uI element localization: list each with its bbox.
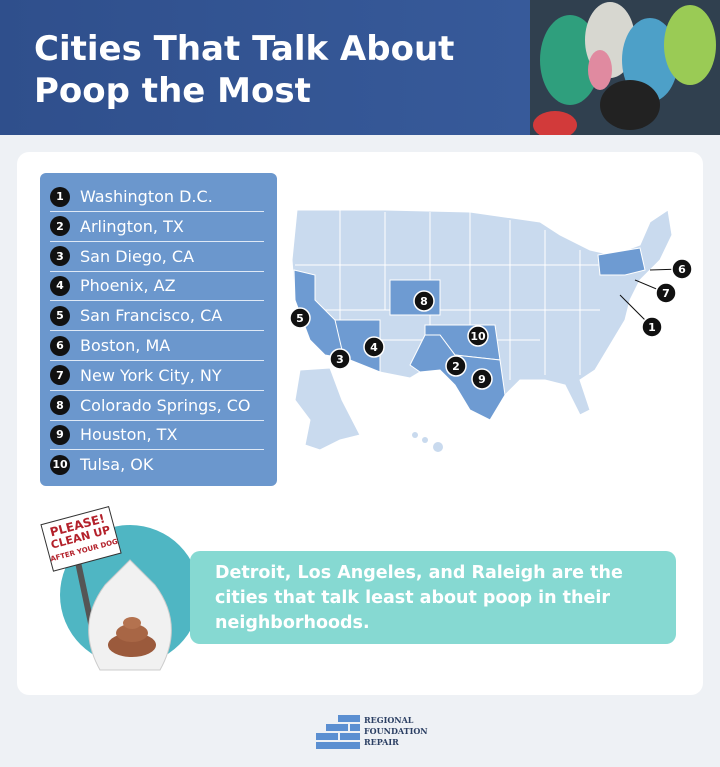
- map-marker-label: 8: [420, 295, 428, 308]
- city-name: San Diego, CA: [80, 246, 195, 266]
- city-name: Arlington, TX: [80, 216, 184, 236]
- map-marker-label: 6: [678, 263, 686, 276]
- list-row: 2 Arlington, TX: [50, 212, 264, 242]
- callout-text: Detroit, Los Angeles, and Raleigh are th…: [215, 563, 623, 633]
- rank-badge: 9: [50, 424, 70, 445]
- us-map: 1 2 3 4 5 67 8 9 10: [289, 209, 693, 452]
- rank-badge: 2: [50, 216, 70, 237]
- logo-text: REGIONAL FOUNDATION REPAIR: [364, 715, 428, 748]
- map-marker: [471, 368, 493, 390]
- title: Cities That Talk About Poop the Most: [34, 29, 455, 111]
- list-row: 9 Houston, TX: [50, 420, 264, 451]
- map-marker-label: 9: [478, 373, 486, 386]
- rank-badge: 7: [50, 365, 70, 386]
- city-name: New York City, NY: [80, 365, 222, 385]
- logo-line: REGIONAL: [364, 715, 414, 725]
- list-row: 1 Washington D.C.: [50, 182, 264, 212]
- rank-badge: 3: [50, 246, 70, 267]
- map-marker-label: 2: [452, 360, 460, 373]
- logo-line: REPAIR: [364, 737, 399, 747]
- map-marker-label: 5: [296, 312, 304, 325]
- rank-badge: 4: [50, 275, 70, 296]
- city-name: San Francisco, CA: [80, 306, 223, 326]
- city-name: Boston, MA: [80, 336, 171, 355]
- map-marker: [413, 290, 435, 312]
- map-marker: [329, 348, 351, 370]
- list-row: 3 San Diego, CA: [50, 242, 264, 272]
- map-marker: [289, 307, 311, 329]
- map-marker: [671, 258, 693, 280]
- map-marker-label: 1: [648, 321, 656, 334]
- city-name: Tulsa, OK: [80, 455, 154, 475]
- hawaii: [412, 432, 443, 452]
- list-row: 10 Tulsa, OK: [50, 450, 264, 479]
- rank-badge: 5: [50, 305, 70, 326]
- map-marker-label: 7: [662, 287, 670, 300]
- city-name: Phoenix, AZ: [80, 276, 176, 296]
- map-marker-label: 10: [470, 330, 486, 343]
- list-row: 7 New York City, NY: [50, 361, 264, 391]
- list-row: 4 Phoenix, AZ: [50, 271, 264, 302]
- city-name: Houston, TX: [80, 425, 178, 445]
- rank-badge: 10: [50, 454, 70, 475]
- city-name: Washington D.C.: [80, 187, 213, 206]
- callout-box: [190, 551, 676, 644]
- list-row: 8 Colorado Springs, CO: [50, 391, 264, 421]
- map-marker: [641, 316, 663, 338]
- map-marker: [467, 325, 489, 347]
- rank-badge: 6: [50, 335, 70, 356]
- list-row: 5 San Francisco, CA: [50, 301, 264, 332]
- logo-mark: [316, 715, 360, 749]
- map-marker-label: 3: [336, 353, 344, 366]
- alaska: [294, 367, 361, 451]
- map-marker: [655, 282, 677, 304]
- header-photo: [530, 0, 720, 135]
- map-marker: [445, 355, 467, 377]
- rank-badge: 1: [50, 186, 70, 207]
- map-marker-label: 4: [370, 341, 378, 354]
- logo-line: FOUNDATION: [364, 726, 428, 736]
- ranking-list: 1 Washington D.C. 2 Arlington, TX 3 San Diego…: [40, 173, 277, 486]
- list-row: 6 Boston, MA: [50, 331, 264, 361]
- map-marker: [363, 336, 385, 358]
- rank-badge: 8: [50, 395, 70, 416]
- city-name: Colorado Springs, CO: [80, 395, 251, 415]
